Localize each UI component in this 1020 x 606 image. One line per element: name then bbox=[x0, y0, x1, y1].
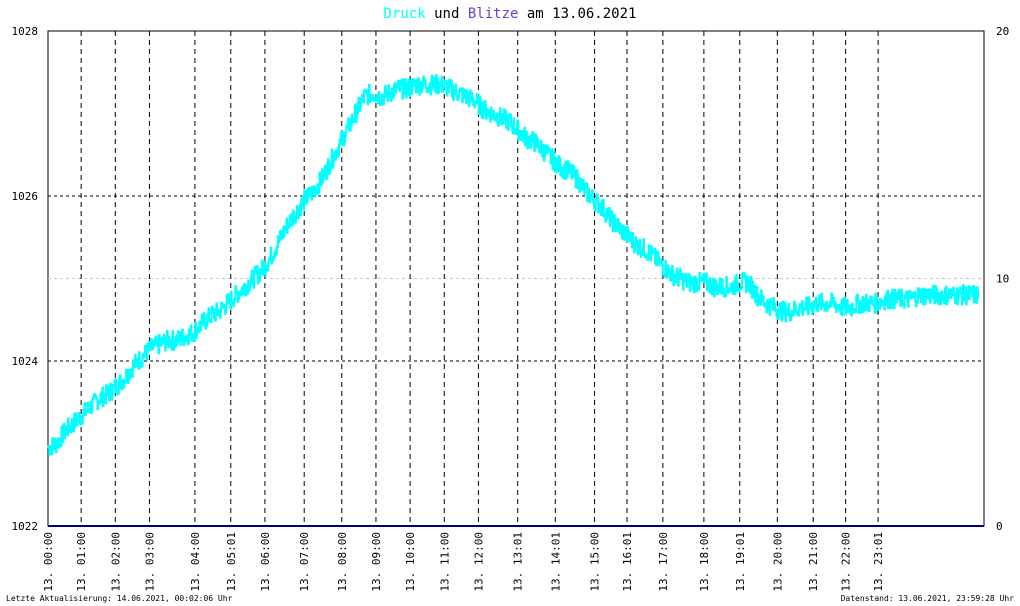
x-tick-label: 13. 18:00 bbox=[698, 532, 711, 592]
title-blitze: Blitze bbox=[468, 6, 519, 22]
x-tick-label: 13. 10:00 bbox=[404, 532, 417, 592]
x-tick-label: 13. 20:00 bbox=[771, 532, 784, 592]
x-tick-label: 13. 08:00 bbox=[336, 532, 349, 592]
x-tick-label: 13. 15:00 bbox=[589, 532, 602, 592]
right-axis-ticks: 20 10 0 bbox=[996, 25, 1009, 533]
x-tick-label: 13. 01:00 bbox=[75, 532, 88, 592]
series-layer bbox=[47, 74, 984, 527]
x-tick-label: 13. 06:00 bbox=[259, 532, 272, 592]
x-tick-label: 13. 00:00 bbox=[42, 532, 55, 592]
x-axis-ticks: 13. 00:00 13. 01:00 13. 02:00 13. 03:00 13. … bbox=[42, 532, 885, 592]
x-tick-label: 13. 23:01 bbox=[872, 532, 885, 592]
x-tick-label: 13. 05:01 bbox=[225, 532, 238, 592]
x-tick-label: 13. 22:00 bbox=[840, 532, 853, 592]
footer: Letzte Aktualisierung: 14.06.2021, 00:02… bbox=[6, 594, 1014, 603]
right-tick-label: 20 bbox=[996, 25, 1009, 38]
x-tick-label: 13. 12:00 bbox=[472, 532, 485, 592]
x-tick-label: 13. 19:01 bbox=[734, 532, 747, 592]
right-tick-label: 10 bbox=[996, 273, 1009, 286]
chart-title: Druck und Blitze am 13.06.2021 bbox=[384, 6, 637, 22]
grid-lines bbox=[47, 30, 985, 527]
right-tick-label: 0 bbox=[996, 520, 1003, 533]
title-druck: Druck bbox=[384, 6, 427, 22]
left-tick-label: 1022 bbox=[12, 520, 39, 533]
x-tick-label: 13. 11:00 bbox=[438, 532, 451, 592]
x-tick-label: 13. 21:00 bbox=[807, 532, 820, 592]
x-tick-label: 13. 16:01 bbox=[621, 532, 634, 592]
title-und: und bbox=[434, 6, 459, 22]
x-tick-label: 13. 17:00 bbox=[657, 532, 670, 592]
left-tick-label: 1024 bbox=[12, 355, 39, 368]
x-tick-label: 13. 13:01 bbox=[512, 532, 525, 592]
title-date: am 13.06.2021 bbox=[527, 6, 637, 22]
x-tick-label: 13. 14:01 bbox=[549, 532, 562, 592]
x-tick-label: 13. 09:00 bbox=[370, 532, 383, 592]
left-tick-label: 1026 bbox=[12, 190, 39, 203]
left-tick-label: 1028 bbox=[12, 25, 39, 38]
footer-last-update: Letzte Aktualisierung: 14.06.2021, 00:02… bbox=[6, 594, 233, 603]
svg-text:Druck und Blitze: Druck und Blitze am 13.06.2021 bbox=[384, 6, 637, 22]
x-tick-label: 13. 02:00 bbox=[109, 532, 122, 592]
x-tick-label: 13. 04:00 bbox=[189, 532, 202, 592]
x-tick-label: 13. 07:00 bbox=[298, 532, 311, 592]
footer-data-status: Datenstand: 13.06.2021, 23:59:28 Uhr bbox=[841, 594, 1015, 603]
left-axis-ticks: 1028 1026 1024 1022 bbox=[12, 25, 39, 533]
x-tick-label: 13. 03:00 bbox=[144, 532, 157, 592]
pressure-series-line bbox=[47, 74, 980, 456]
